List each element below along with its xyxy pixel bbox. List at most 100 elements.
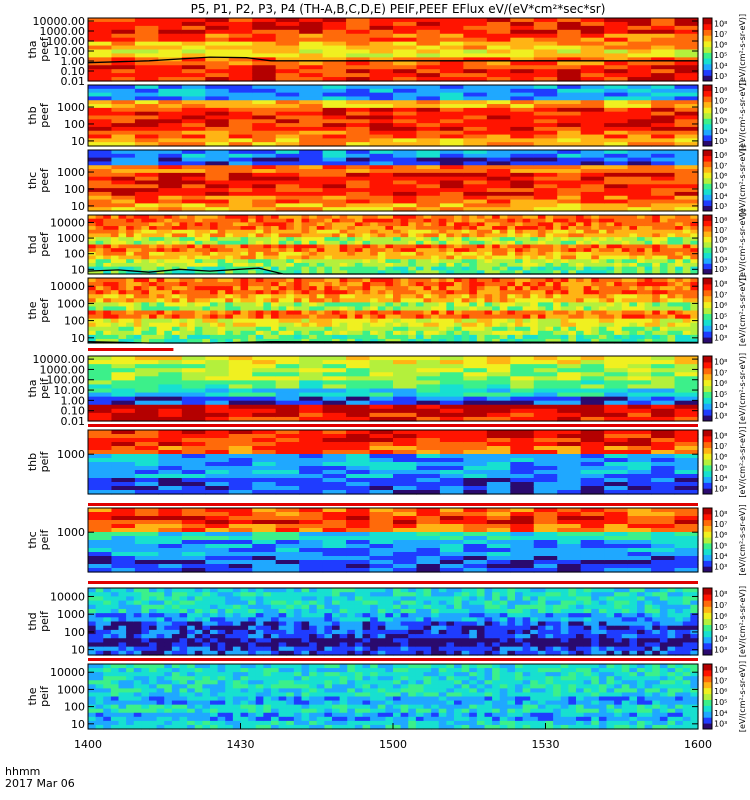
heatmap-cell — [263, 286, 272, 291]
heatmap-cell — [202, 290, 211, 295]
heatmap-cell — [484, 326, 493, 332]
heatmap-cell — [674, 207, 699, 212]
heatmap-cell — [149, 251, 158, 257]
heatmap-cell — [301, 240, 310, 246]
heatmap-cell — [416, 65, 441, 70]
heatmap-cell — [149, 334, 158, 340]
heatmap-cell — [385, 262, 394, 268]
heatmap-cell — [141, 326, 150, 332]
heatmap-cell — [515, 237, 524, 242]
heatmap-cell — [651, 384, 676, 390]
heatmap-cell — [95, 306, 104, 312]
heatmap-cell — [461, 218, 470, 223]
heatmap-cell — [557, 73, 582, 78]
heatmap-cell — [408, 338, 417, 344]
heatmap-cell — [339, 270, 348, 275]
heatmap-cell — [278, 302, 287, 308]
heatmap-cell — [492, 278, 501, 283]
heatmap-cell — [690, 326, 699, 332]
heatmap-cell — [362, 266, 371, 271]
heatmap-cell — [621, 222, 630, 227]
heatmap-cell — [533, 195, 558, 201]
heatmap-cell — [347, 237, 356, 242]
heatmap-cell — [181, 540, 206, 545]
heatmap-cell — [181, 191, 206, 197]
heatmap-cell — [346, 540, 371, 545]
heatmap-cell — [118, 262, 127, 268]
heatmap-cell — [299, 466, 324, 471]
heatmap-cell — [134, 123, 159, 128]
heatmap-cell — [682, 294, 691, 299]
heatmap-cell — [134, 404, 159, 410]
heatmap-cell — [228, 85, 253, 90]
heatmap-cell — [347, 226, 356, 231]
heatmap-cell — [111, 412, 136, 418]
heatmap-cell — [111, 564, 136, 569]
heatmap-cell — [103, 338, 112, 344]
heatmap-cell — [644, 322, 653, 328]
heatmap-cell — [205, 85, 230, 90]
heatmap-cell — [393, 240, 402, 246]
heatmap-cell — [492, 215, 501, 220]
heatmap-cell — [674, 77, 699, 82]
panels-group: tha peef10000.001000.00100.0010.001.000.1… — [26, 14, 747, 732]
heatmap-cell — [158, 142, 183, 147]
heatmap-cell — [275, 560, 300, 565]
heatmap-cell — [533, 65, 558, 70]
heatmap-cell — [400, 226, 409, 231]
heatmap-cell — [652, 262, 661, 268]
heatmap-cell — [431, 233, 440, 238]
heatmap-cell — [111, 172, 136, 178]
heatmap-cell — [463, 470, 488, 475]
heatmap-cell — [393, 470, 418, 475]
heatmap-cell — [499, 244, 508, 249]
heatmap-cell — [156, 255, 165, 260]
heatmap-cell — [110, 240, 120, 246]
heatmap-cell — [181, 92, 206, 98]
heatmap-cell — [278, 259, 287, 264]
heatmap-cell — [134, 18, 159, 23]
heatmap-cell — [400, 278, 409, 283]
heatmap-cell — [580, 100, 605, 105]
heatmap-cell — [580, 482, 605, 487]
heatmap-cell — [408, 298, 417, 303]
heatmap-cell — [205, 153, 230, 159]
heatmap-cell — [309, 334, 318, 340]
heatmap-cell — [332, 322, 341, 328]
heatmap-cell — [469, 334, 478, 340]
heatmap-cell — [637, 215, 646, 220]
heatmap-cell — [205, 21, 230, 27]
heatmap-cell — [369, 134, 394, 139]
heatmap-cell — [568, 302, 577, 308]
heatmap-cell — [659, 282, 669, 287]
heatmap-cell — [530, 338, 539, 344]
heatmap-cell — [158, 49, 183, 55]
ytick-label: 0.10 — [61, 65, 86, 78]
heatmap-cell — [515, 259, 524, 264]
heatmap-cell — [682, 270, 691, 275]
heatmap-cell — [275, 199, 300, 204]
heatmap-cell — [463, 450, 488, 455]
heatmap-cell — [515, 290, 524, 295]
heatmap-cell — [149, 322, 158, 328]
heatmap-cell — [416, 560, 441, 565]
heatmap-cell — [385, 286, 394, 291]
heatmap-cell — [332, 255, 341, 260]
heatmap-cell — [416, 176, 441, 182]
heatmap-cell — [322, 57, 347, 62]
heatmap-cell — [393, 520, 418, 525]
heatmap-cell — [393, 368, 418, 373]
heatmap-cell — [553, 251, 562, 257]
heatmap-cell — [252, 376, 277, 381]
heatmap-cell — [651, 25, 676, 31]
heatmap-cell — [463, 462, 488, 467]
heatmap-cell — [134, 69, 159, 74]
heatmap-cell — [416, 524, 441, 529]
heatmap-cell — [393, 203, 418, 208]
heatmap-cell — [486, 191, 511, 197]
heatmap-cell — [286, 237, 295, 242]
heatmap-cell — [651, 486, 676, 491]
heatmap-cell — [110, 326, 120, 332]
heatmap-cell — [416, 568, 441, 573]
heatmap-cell — [682, 222, 691, 227]
